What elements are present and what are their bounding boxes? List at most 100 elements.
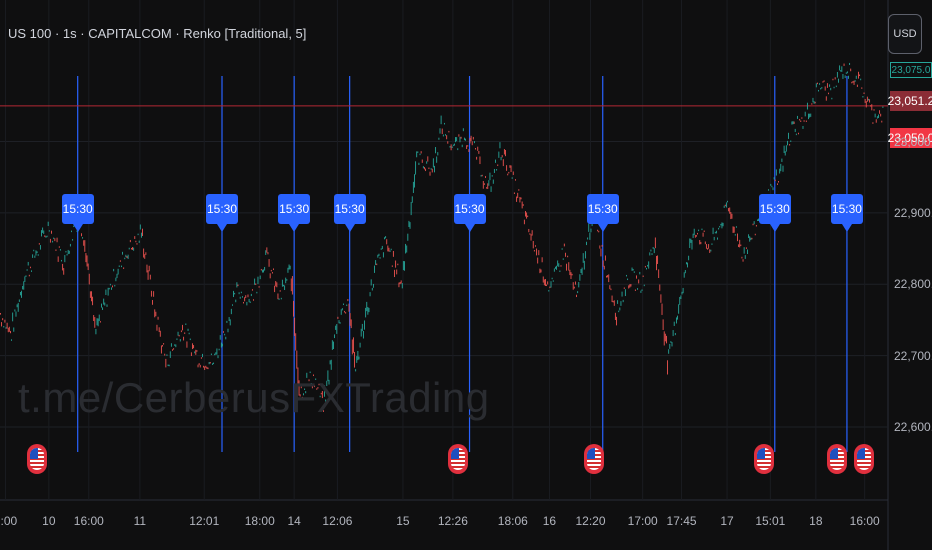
renko-brick (354, 351, 355, 368)
renko-brick (467, 145, 469, 147)
renko-brick (744, 255, 746, 259)
session-label[interactable]: 15:30 (830, 194, 863, 232)
renko-brick (427, 156, 429, 162)
renko-brick (723, 205, 725, 208)
renko-brick (117, 268, 119, 275)
renko-brick (818, 89, 819, 92)
renko-brick (9, 330, 11, 334)
renko-brick (684, 270, 686, 274)
session-label[interactable]: 15:30 (758, 194, 791, 232)
renko-brick (146, 264, 148, 273)
renko-brick (98, 314, 100, 322)
renko-brick (512, 171, 514, 175)
renko-brick (503, 149, 505, 155)
renko-brick (300, 386, 302, 389)
renko-brick (285, 277, 287, 284)
renko-brick (527, 215, 529, 218)
renko-brick (779, 168, 781, 174)
session-label[interactable]: 15:30 (206, 194, 238, 232)
renko-brick (224, 333, 226, 336)
renko-brick (742, 259, 744, 262)
renko-brick (129, 239, 131, 243)
renko-brick (572, 282, 574, 290)
renko-brick (724, 204, 726, 207)
price-label-line: 23,050.0 (888, 128, 932, 148)
us-flag-icon[interactable] (448, 444, 469, 474)
renko-brick (273, 268, 274, 270)
renko-brick (105, 289, 107, 296)
us-flag-icon[interactable] (753, 444, 774, 474)
renko-brick (229, 319, 231, 326)
session-label[interactable]: 15:30 (586, 194, 619, 232)
renko-brick (176, 338, 178, 340)
renko-brick (832, 78, 834, 81)
renko-brick (636, 275, 637, 279)
renko-brick (455, 137, 456, 143)
renko-brick (586, 241, 587, 246)
renko-brick (824, 86, 826, 91)
renko-brick (703, 230, 705, 233)
us-flag-icon[interactable] (26, 444, 47, 474)
renko-brick (115, 277, 117, 282)
x-tick-label: 16:00 (73, 514, 104, 528)
x-tick-label: 16:00 (849, 514, 880, 528)
session-label[interactable]: 15:30 (278, 194, 311, 232)
renko-brick (142, 228, 143, 236)
x-tick-label: 15:01 (755, 514, 786, 528)
renko-brick (863, 92, 865, 94)
renko-brick (840, 70, 842, 72)
renko-brick (456, 137, 458, 142)
renko-brick (844, 75, 846, 79)
renko-brick (845, 72, 847, 74)
renko-brick (475, 147, 476, 150)
renko-brick (331, 340, 333, 350)
us-flag-icon[interactable] (583, 444, 604, 474)
us-flag-icon[interactable] (826, 444, 847, 474)
renko-brick (324, 385, 326, 397)
session-label[interactable]: 15:30 (61, 194, 94, 232)
renko-brick (442, 134, 444, 137)
renko-brick (126, 256, 128, 259)
renko-brick (476, 156, 478, 160)
session-label[interactable]: 15:30 (333, 194, 366, 232)
session-label[interactable]: 15:30 (453, 194, 486, 232)
renko-brick (573, 286, 575, 289)
renko-brick (771, 185, 773, 188)
renko-brick (279, 290, 281, 292)
renko-brick (510, 165, 512, 173)
renko-brick (561, 248, 563, 250)
us-flag-icon[interactable] (853, 444, 874, 474)
renko-brick (449, 146, 451, 148)
renko-brick (31, 270, 32, 272)
renko-brick (320, 392, 322, 395)
renko-brick (341, 308, 343, 311)
renko-brick (33, 249, 35, 252)
renko-brick (574, 281, 576, 285)
renko-brick (622, 299, 624, 303)
y-tick-label: 22,700.0 (894, 348, 932, 363)
renko-brick (295, 333, 297, 351)
renko-brick (578, 282, 580, 288)
renko-brick (601, 244, 603, 247)
renko-brick (169, 351, 171, 358)
renko-brick (429, 171, 431, 176)
renko-brick (543, 279, 545, 286)
renko-brick (826, 83, 828, 88)
renko-brick (339, 322, 341, 324)
renko-brick (287, 267, 289, 273)
renko-brick (219, 335, 221, 340)
renko-brick (472, 136, 474, 140)
currency-button[interactable]: USD (888, 14, 922, 54)
renko-brick (385, 236, 387, 239)
renko-brick (360, 328, 362, 337)
x-tick-label: 18 (809, 514, 823, 528)
renko-brick (509, 165, 511, 168)
renko-brick (856, 84, 858, 87)
renko-brick (173, 348, 175, 350)
renko-brick (396, 269, 398, 275)
renko-brick (580, 269, 582, 274)
renko-brick (435, 147, 437, 154)
renko-brick (208, 362, 210, 365)
renko-brick (606, 275, 607, 278)
renko-brick (651, 253, 653, 256)
